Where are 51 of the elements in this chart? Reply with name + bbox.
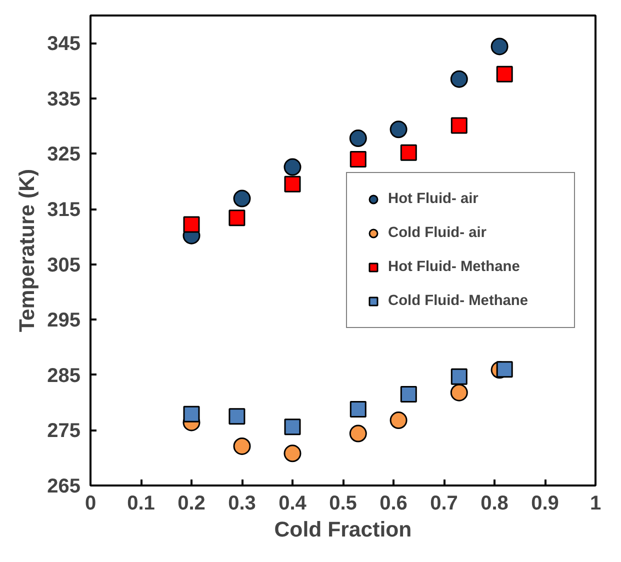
point xyxy=(350,151,366,168)
point xyxy=(284,444,302,462)
y-tick-label: 265 xyxy=(47,476,81,498)
y-axis-title: Temperature (K) xyxy=(15,168,40,332)
y-tick-label: 315 xyxy=(47,199,81,222)
y-tick-label: 295 xyxy=(47,310,81,332)
point xyxy=(450,70,468,88)
y-tick-label: 285 xyxy=(47,364,81,387)
point xyxy=(284,176,301,192)
legend-label: Cold Fluid- Methane xyxy=(388,293,530,309)
x-axis-title: Cold Fraction xyxy=(274,518,412,542)
x-tick-label: 0.1 xyxy=(127,492,155,514)
point xyxy=(284,158,302,176)
point xyxy=(496,361,513,378)
y-tick-label: 335 xyxy=(47,88,81,110)
y-tick-label: 305 xyxy=(47,254,81,276)
point xyxy=(450,117,468,134)
x-tick-label: 0.5 xyxy=(329,492,357,514)
point xyxy=(349,424,367,442)
legend-label: Cold Fluid- air xyxy=(388,225,488,241)
point xyxy=(390,120,408,138)
x-tick-label: 0 xyxy=(84,492,96,514)
point xyxy=(490,38,508,56)
x-tick-label: 0.4 xyxy=(278,492,308,514)
point xyxy=(183,406,200,422)
point xyxy=(450,384,468,402)
point xyxy=(400,144,417,161)
point xyxy=(233,190,251,208)
point xyxy=(496,66,513,82)
y-tick-label: 275 xyxy=(47,420,81,442)
x-tick-label: 0.7 xyxy=(430,492,458,514)
x-tick-label: 0.3 xyxy=(228,492,256,514)
point xyxy=(349,130,367,147)
y-tick-label: 325 xyxy=(47,144,81,166)
point xyxy=(183,216,200,233)
point xyxy=(228,408,246,425)
point xyxy=(284,418,301,436)
y-tick-label: 345 xyxy=(47,33,81,56)
x-tick-label: 0.8 xyxy=(480,492,508,514)
point xyxy=(390,412,408,429)
point xyxy=(228,210,246,226)
point xyxy=(450,368,468,385)
x-tick-label: 0.9 xyxy=(531,492,559,514)
point xyxy=(400,386,417,403)
legend-label: Hot Fluid- Methane xyxy=(388,259,521,275)
x-tick-label: 0.6 xyxy=(380,492,408,514)
point xyxy=(350,400,366,418)
point xyxy=(233,438,251,455)
x-tick-label: 1 xyxy=(590,492,602,514)
x-tick-label: 0.2 xyxy=(178,492,206,514)
legend-label: Hot Fluid- air xyxy=(388,191,480,207)
